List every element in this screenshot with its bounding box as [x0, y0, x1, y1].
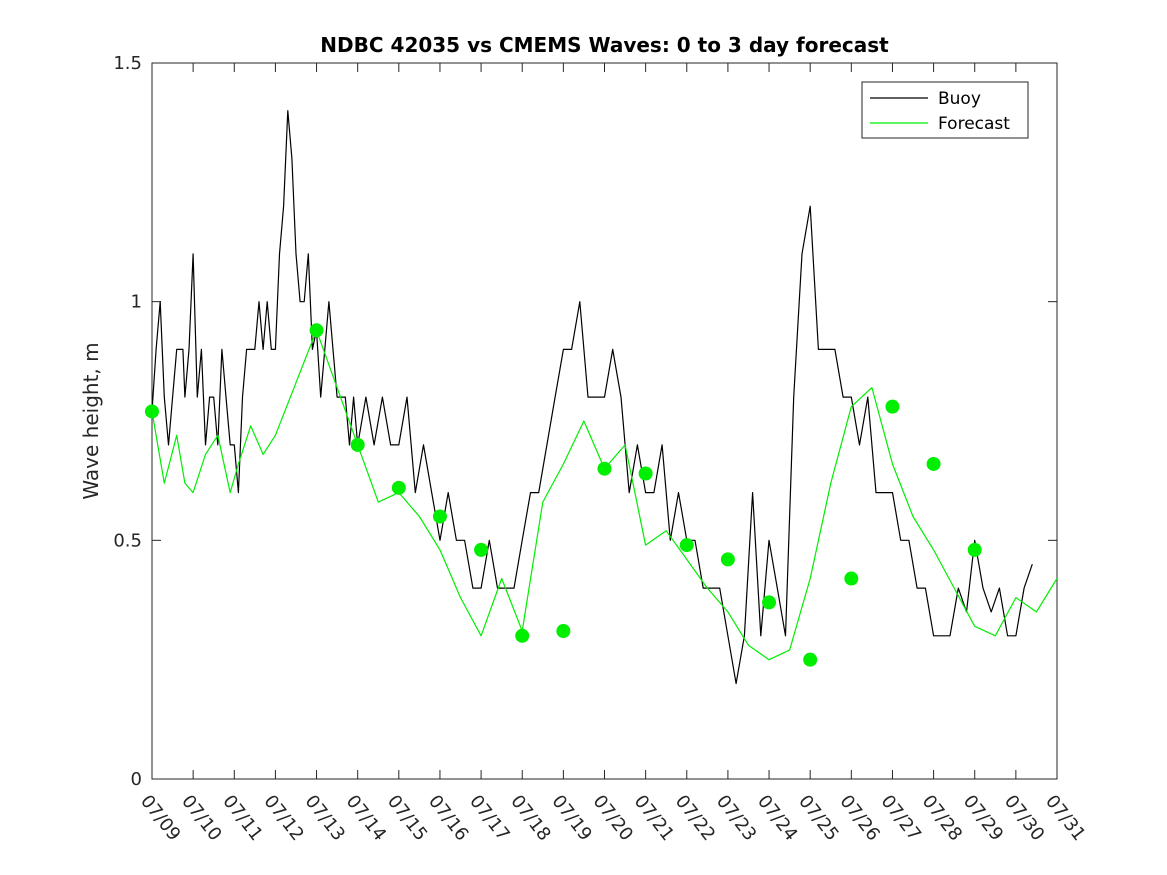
forecast-start-marker — [309, 323, 324, 338]
forecast-start-marker — [679, 538, 694, 553]
forecast-start-marker — [638, 466, 653, 481]
forecast-start-marker — [720, 552, 735, 567]
forecast-start-marker — [926, 456, 941, 471]
y-tick-label: 0 — [131, 769, 142, 790]
forecast-start-marker — [474, 542, 489, 557]
forecast-start-marker — [762, 595, 777, 610]
legend-label-buoy: Buoy — [938, 89, 981, 109]
forecast-start-marker — [556, 624, 571, 639]
legend-box — [861, 81, 1029, 139]
forecast-start-marker — [391, 480, 406, 495]
forecast-start-marker — [844, 571, 859, 586]
series-line-buoy — [151, 110, 1033, 685]
forecast-start-marker — [145, 404, 159, 419]
legend-label-forecast: Forecast — [938, 114, 1010, 134]
forecast-start-marker — [432, 509, 447, 524]
forecast-start-marker — [803, 652, 818, 667]
y-tick-label: 0.5 — [113, 530, 142, 551]
y-axis-label: Wave height, m — [79, 342, 103, 499]
forecast-start-marker — [967, 542, 982, 557]
y-tick-label: 1.5 — [113, 53, 142, 74]
forecast-start-marker — [597, 461, 612, 476]
forecast-start-marker — [885, 399, 900, 414]
legend: Buoy Forecast — [861, 81, 1029, 139]
chart-title: NDBC 42035 vs CMEMS Waves: 0 to 3 day fo… — [320, 33, 889, 57]
forecast-start-marker — [350, 437, 365, 452]
series-line-forecast — [151, 329, 1058, 661]
y-tick-label: 1 — [131, 292, 142, 313]
forecast-start-marker — [515, 628, 530, 643]
